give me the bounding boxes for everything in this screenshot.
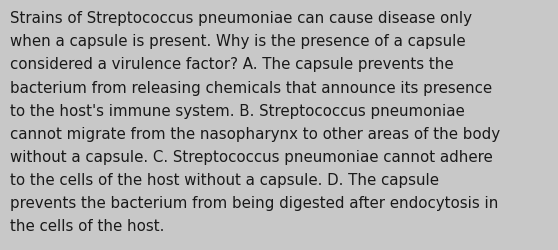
Text: cannot migrate from the nasopharynx to other areas of the body: cannot migrate from the nasopharynx to o… [10, 126, 500, 141]
Text: Strains of Streptococcus pneumoniae can cause disease only: Strains of Streptococcus pneumoniae can … [10, 11, 472, 26]
Text: without a capsule. C. Streptococcus pneumoniae cannot adhere: without a capsule. C. Streptococcus pneu… [10, 149, 493, 164]
Text: prevents the bacterium from being digested after endocytosis in: prevents the bacterium from being digest… [10, 195, 498, 210]
Text: considered a virulence factor? A. The capsule prevents the: considered a virulence factor? A. The ca… [10, 57, 454, 72]
Text: to the cells of the host without a capsule. D. The capsule: to the cells of the host without a capsu… [10, 172, 439, 187]
Text: the cells of the host.: the cells of the host. [10, 218, 165, 233]
Text: to the host's immune system. B. Streptococcus pneumoniae: to the host's immune system. B. Streptoc… [10, 103, 465, 118]
Text: when a capsule is present. Why is the presence of a capsule: when a capsule is present. Why is the pr… [10, 34, 466, 49]
Text: bacterium from releasing chemicals that announce its presence: bacterium from releasing chemicals that … [10, 80, 492, 95]
